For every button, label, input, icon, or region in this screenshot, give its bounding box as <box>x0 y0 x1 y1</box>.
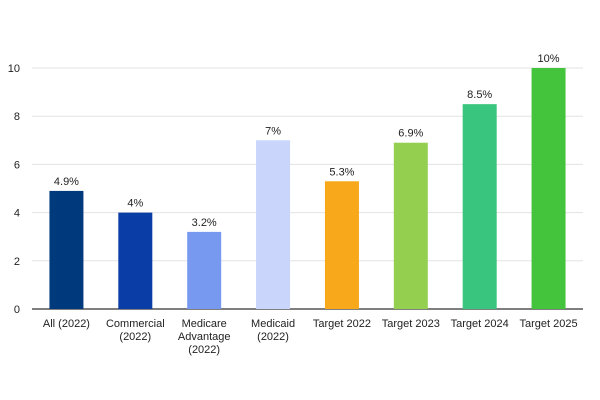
data-label: 8.5% <box>467 89 492 101</box>
bar <box>187 231 222 309</box>
x-axis: All (2022) Commercial (2022)Medicare Advant… <box>43 318 578 356</box>
data-label: 3.2% <box>192 217 217 229</box>
x-tick-label-line: Medicaid <box>251 318 295 330</box>
y-tick-label: 8 <box>14 111 20 123</box>
x-tick-label-line: (2022) <box>257 331 289 343</box>
data-labels: 4.9% 4% 3.2% 7% 5.3% 6.9% 8.5% 10% <box>54 53 560 229</box>
x-tick-label-line: (2022) <box>188 344 220 356</box>
data-label: 7% <box>265 125 281 137</box>
y-tick-label: 2 <box>14 256 20 268</box>
y-tick-label: 4 <box>14 208 20 220</box>
x-tick-label-line: Commercial <box>106 318 165 330</box>
data-label: 4.9% <box>54 176 79 188</box>
x-tick-label: Medicaid (2022) <box>251 318 295 343</box>
bar <box>462 104 497 310</box>
x-tick-label: Commercial (2022) <box>106 318 165 343</box>
x-tick-label-line: Target 2024 <box>451 318 509 330</box>
bars <box>49 68 566 310</box>
x-tick-label: Medicare Advantage (2022) <box>178 318 231 356</box>
x-tick-label: Target 2023 <box>382 318 440 330</box>
x-tick-label: Target 2025 <box>520 318 578 330</box>
y-tick-label: 0 <box>14 304 20 316</box>
x-tick-label-line: Target 2023 <box>382 318 440 330</box>
y-tick-label: 6 <box>14 159 20 171</box>
x-tick-label-line: Target 2022 <box>313 318 371 330</box>
y-tick-label: 10 <box>8 63 20 75</box>
bar <box>256 140 291 309</box>
x-tick-label-line: All (2022) <box>43 318 90 330</box>
x-tick-label-line: (2022) <box>119 331 151 343</box>
bar <box>531 68 566 309</box>
bar <box>324 181 359 309</box>
x-tick-label: Target 2022 <box>313 318 371 330</box>
bar <box>118 212 153 309</box>
data-label: 10% <box>538 53 560 65</box>
data-label: 5.3% <box>329 166 354 178</box>
x-tick-label-line: Advantage <box>178 331 231 343</box>
gridlines <box>32 67 583 310</box>
y-axis: 0 2 4 6 8 10 <box>8 63 20 316</box>
x-tick-label: Target 2024 <box>451 318 509 330</box>
x-tick-label: All (2022) <box>43 318 90 330</box>
bar <box>49 190 84 309</box>
bar <box>393 142 428 309</box>
data-label: 4% <box>127 198 143 210</box>
x-tick-label-line: Medicare <box>182 318 227 330</box>
data-label: 6.9% <box>398 128 423 140</box>
x-tick-label-line: Target 2025 <box>520 318 578 330</box>
